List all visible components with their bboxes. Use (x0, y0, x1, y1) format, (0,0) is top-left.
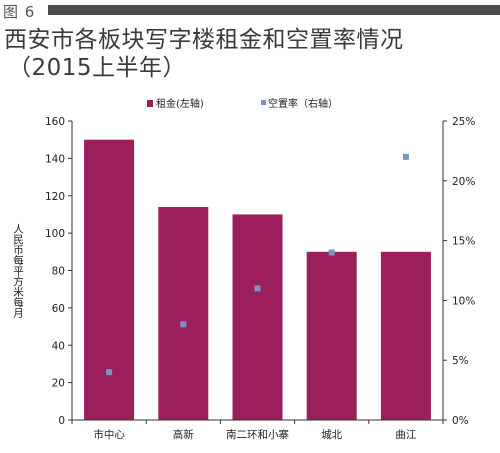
y2-tick-label-4: 20% (452, 176, 475, 188)
vacancy-point-2 (254, 285, 261, 292)
x-tick-label-4: 曲江 (395, 429, 416, 441)
legend-swatch-rent (147, 100, 153, 107)
header-rule (48, 5, 500, 15)
bar-4 (380, 251, 431, 420)
y-tick-label-8: 160 (45, 116, 65, 128)
x-tick-label-1: 高新 (173, 428, 194, 441)
x-tick-label-3: 城北 (321, 429, 342, 441)
y-tick-label-4: 80 (52, 266, 65, 278)
figure-label: 图 6 (3, 3, 36, 21)
x-tick-label-2: 南二环和小寨 (226, 428, 289, 441)
x-tick-label-0: 市中心 (93, 428, 125, 441)
vacancy-point-4 (402, 153, 409, 160)
vacancy-point-1 (180, 321, 187, 328)
vacancy-point-0 (106, 369, 113, 376)
legend-swatch-vacancy (261, 100, 266, 105)
y-axis-label: 人民币每平方米每月 (12, 223, 24, 318)
y2-tick-label-0: 0% (452, 415, 469, 427)
y2-tick-label-1: 5% (452, 355, 469, 367)
figure-header: 图 6 (0, 0, 500, 22)
bar-1 (158, 206, 209, 420)
y-tick-label-1: 20 (52, 378, 65, 390)
bar-2 (232, 214, 283, 420)
chart-title: 西安市各板块写字楼租金和空置率情况 (4, 27, 404, 53)
bar-3 (306, 251, 357, 420)
vacancy-point-3 (328, 249, 335, 256)
y2-tick-label-3: 15% (452, 236, 475, 248)
y2-tick-label-2: 10% (452, 295, 475, 307)
legend-label-rent: 租金(左轴) (156, 97, 204, 110)
y-tick-label-7: 140 (45, 153, 65, 165)
y-tick-label-5: 100 (45, 228, 65, 240)
y2-tick-label-5: 25% (452, 116, 475, 128)
chart-subtitle: （2015上半年） (8, 55, 187, 81)
y-tick-label-6: 120 (45, 191, 65, 203)
legend-label-vacancy: 空置率（右轴） (268, 97, 338, 110)
y-tick-label-0: 0 (58, 415, 65, 427)
y-tick-label-2: 40 (52, 340, 65, 352)
bar-0 (84, 139, 135, 420)
y-tick-label-3: 60 (52, 303, 65, 315)
